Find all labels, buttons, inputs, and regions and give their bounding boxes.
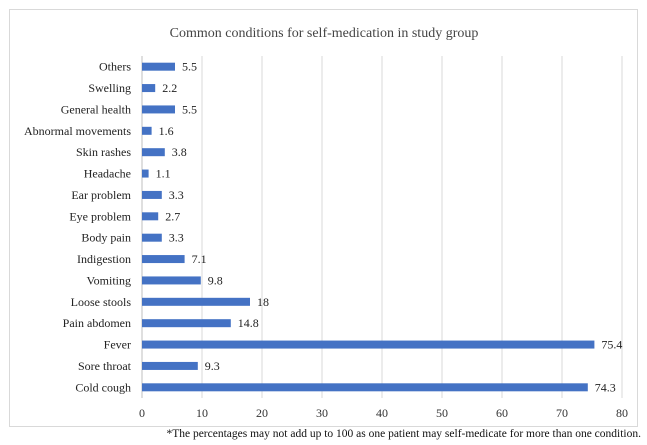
data-label: 3.3 [169,231,184,245]
x-tick-label: 40 [376,406,388,420]
bar [142,276,201,285]
bar [142,319,231,328]
bar [142,148,165,157]
category-label: Body pain [81,231,131,245]
data-label: 5.5 [182,60,197,74]
bar [142,383,588,392]
x-tick-label: 80 [616,406,628,420]
data-label: 9.3 [205,359,220,373]
category-label: General health [61,102,131,116]
category-label: Loose stools [71,295,132,309]
chart-frame [9,9,638,427]
category-label: Ear problem [71,188,131,202]
data-label: 9.8 [208,273,223,287]
bar [142,361,198,370]
x-tick-label: 10 [196,406,208,420]
data-label: 1.1 [156,167,171,181]
category-label: Vomiting [87,273,131,287]
category-label: Headache [84,167,131,181]
bar [142,255,185,264]
bar [142,190,162,199]
data-label: 3.3 [169,188,184,202]
bar-chart: Common conditions for self-medication in… [24,26,628,420]
x-tick-label: 30 [316,406,328,420]
category-label: Skin rashes [76,145,131,159]
bar [142,212,159,221]
x-tick-label: 20 [256,406,268,420]
category-label: Sore throat [78,359,132,373]
data-label: 3.8 [172,145,187,159]
data-label: 5.5 [182,102,197,116]
category-label: Others [99,60,131,74]
data-label: 7.1 [192,252,207,266]
category-label: Cold cough [75,380,131,394]
chart-title: Common conditions for self-medication in… [170,26,479,41]
bar [142,126,152,135]
category-label: Eye problem [69,209,131,223]
bar [142,62,175,71]
bar [142,105,175,114]
bar [142,233,162,242]
data-label: 74.3 [595,380,616,394]
data-label: 14.8 [238,316,259,330]
bar [142,169,149,178]
data-label: 1.6 [159,124,174,138]
category-label: Abnormal movements [24,124,131,138]
category-label: Swelling [88,81,131,95]
x-tick-label: 60 [496,406,508,420]
category-label: Pain abdomen [63,316,131,330]
category-label: Indigestion [77,252,131,266]
x-tick-label: 0 [139,406,145,420]
bar [142,340,595,349]
footnote: *The percentages may not add up to 100 a… [166,428,641,440]
category-label: Fever [104,338,131,352]
x-tick-label: 70 [556,406,568,420]
data-label: 75.4 [601,338,622,352]
data-label: 18 [257,295,269,309]
bar [142,297,250,306]
data-label: 2.2 [162,81,177,95]
bar [142,84,156,93]
data-label: 2.7 [165,209,180,223]
x-tick-label: 50 [436,406,448,420]
